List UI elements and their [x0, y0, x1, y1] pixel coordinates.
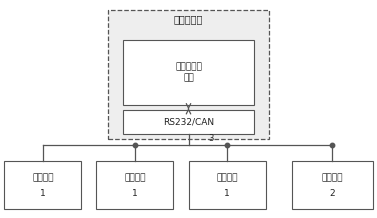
Text: 1: 1 — [224, 189, 230, 198]
Text: RS232/CAN: RS232/CAN — [163, 118, 214, 126]
Text: 工业控制计
算机: 工业控制计 算机 — [175, 63, 202, 82]
Bar — [5, 161, 81, 209]
Text: 2: 2 — [329, 189, 335, 198]
Text: 现场监控端: 现场监控端 — [174, 15, 203, 25]
Bar — [108, 10, 269, 139]
Text: 检测节点: 检测节点 — [32, 174, 54, 183]
Text: 3: 3 — [208, 134, 214, 143]
Bar — [292, 161, 372, 209]
Bar — [123, 110, 254, 134]
Text: 1: 1 — [132, 189, 138, 198]
Text: 控制节点: 控制节点 — [322, 174, 343, 183]
Bar — [123, 40, 254, 105]
Text: 1: 1 — [40, 189, 46, 198]
Text: 检测节点: 检测节点 — [216, 174, 238, 183]
Text: 检测节点: 检测节点 — [124, 174, 146, 183]
Bar — [188, 161, 265, 209]
Bar — [97, 161, 173, 209]
